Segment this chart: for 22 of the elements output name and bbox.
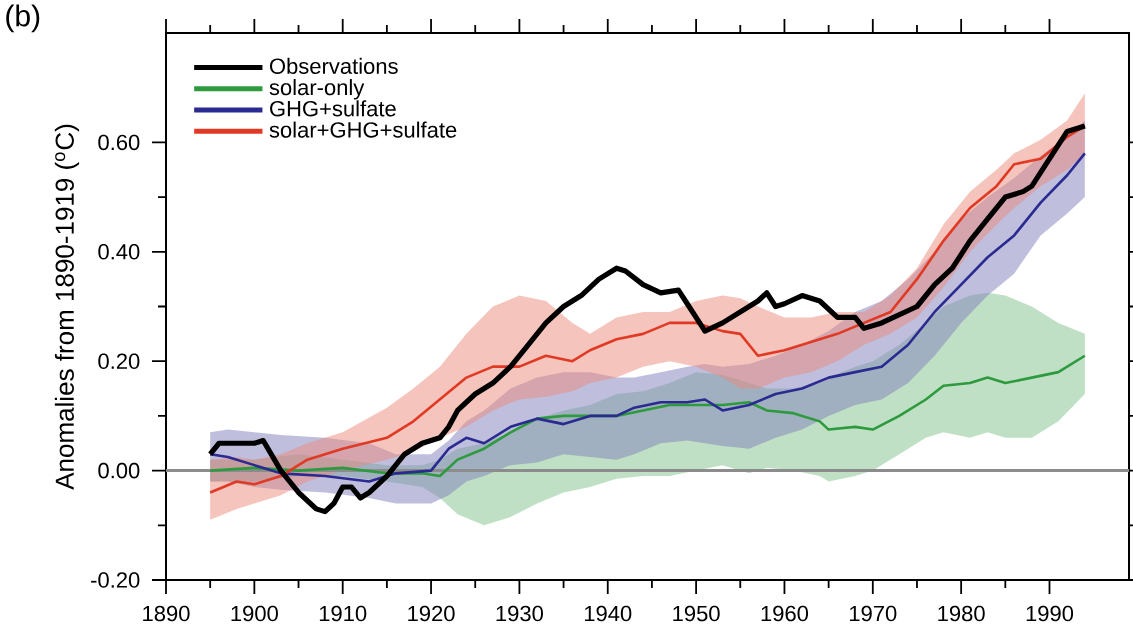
x-tick-label: 1900	[231, 605, 278, 622]
legend-label: solar+GHG+sulfate	[269, 121, 457, 138]
legend-label: GHG+sulfate	[270, 100, 396, 117]
x-tick-label: 1890	[143, 605, 190, 622]
x-tick-label: 1970	[849, 605, 897, 622]
x-tick-label: 1950	[673, 605, 720, 622]
y-axis-title: Anomalies from 1890-1919 ($^{o}$C)	[54, 124, 80, 490]
text: (b)	[6, 4, 40, 33]
x-tick-label: 1980	[938, 605, 985, 622]
y-tick-label: -0.20	[91, 572, 140, 588]
x-tick-label: 1940	[584, 605, 632, 622]
y-tick-label: 0.40	[98, 244, 140, 260]
x-tick-label: 1930	[496, 605, 543, 622]
y-tick-label: 0.20	[98, 353, 140, 369]
legend-label: solar-only	[269, 79, 365, 100]
x-tick-label: 1920	[408, 605, 455, 622]
x-tick-label: 1960	[761, 605, 809, 622]
x-tick-label: 1910	[319, 605, 367, 622]
x-tick-label: 1990	[1026, 605, 1074, 622]
y-tick-label: 0.00	[98, 462, 140, 479]
legend-label: Observations	[269, 57, 398, 74]
y-tick-label: 0.60	[98, 134, 140, 151]
